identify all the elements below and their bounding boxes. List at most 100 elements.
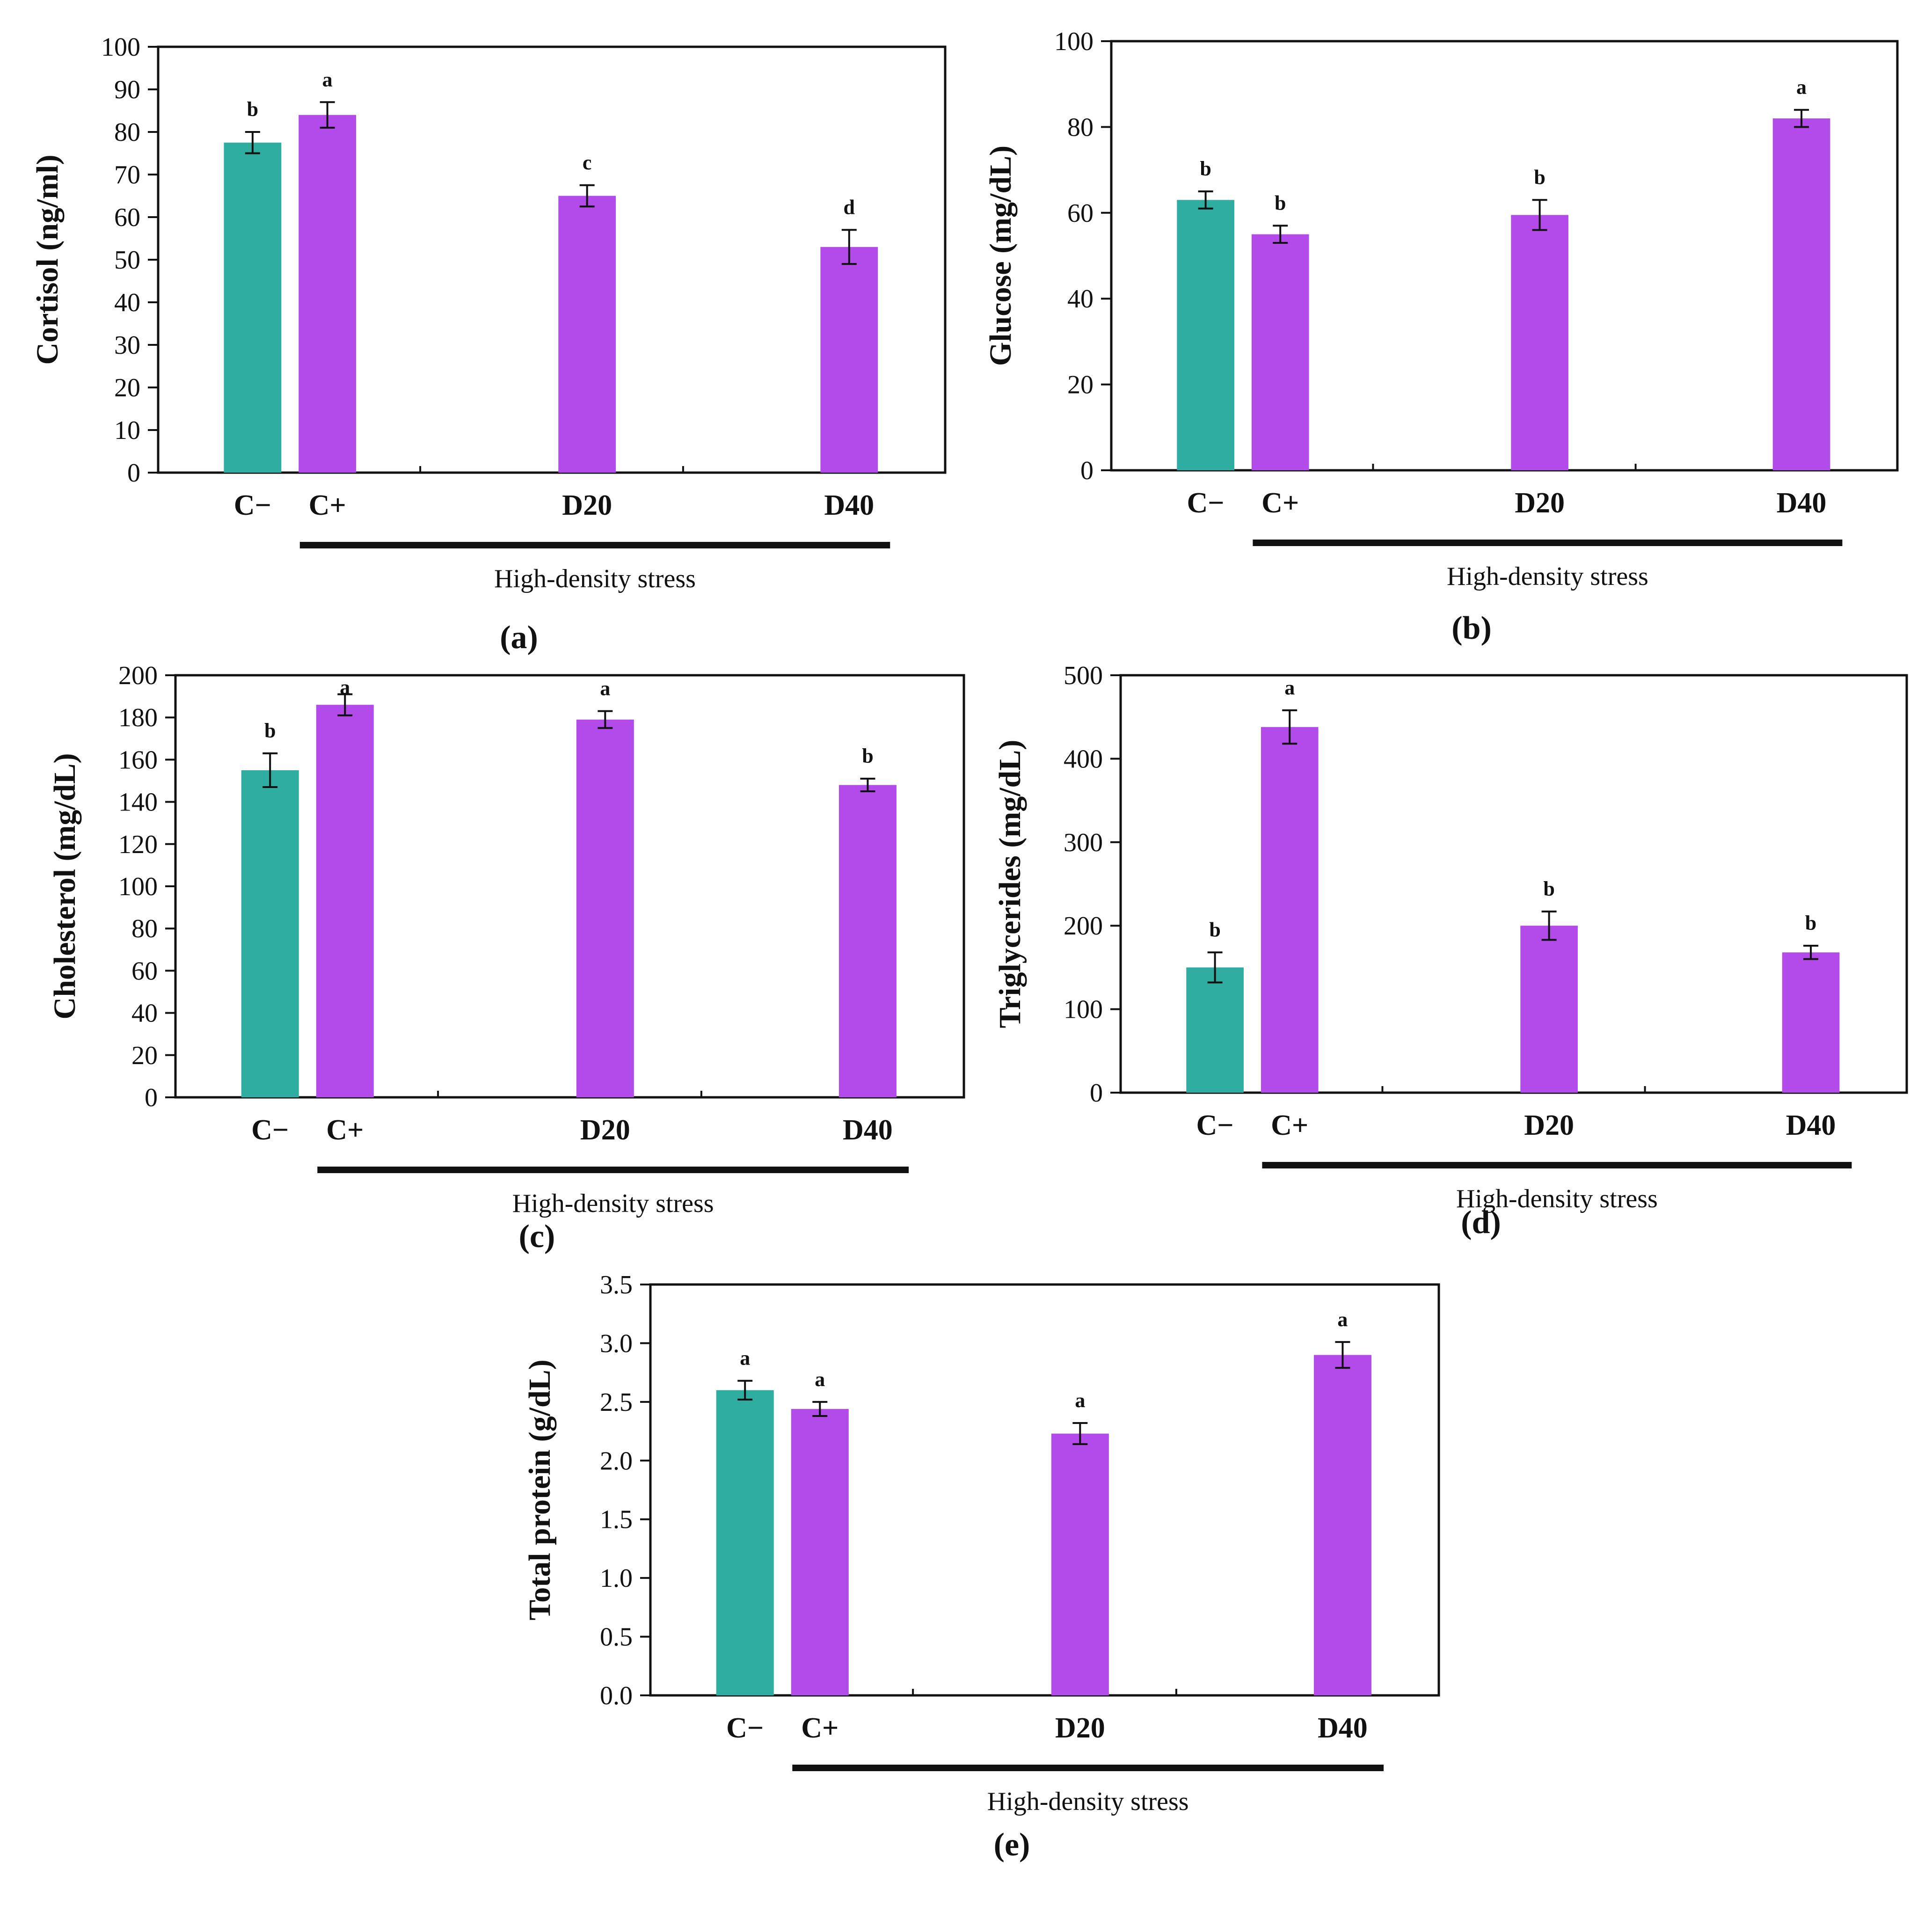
significance-letter: a [600, 677, 610, 700]
plot-frame [649, 1283, 1440, 1697]
chart-panel-0: 0 10 20 30 40 50 60 70 80 90 100 Cortisol (ng/ml) b C… [30, 33, 947, 656]
category-label: D20 [1515, 487, 1565, 519]
bar-1 [1177, 200, 1234, 470]
y-tick-label: 70 [114, 161, 140, 190]
category-label: D40 [1777, 487, 1827, 519]
y-tick-label: 100 [1054, 27, 1094, 56]
y-axis-title: Glucose (mg/dL) [984, 146, 1018, 366]
significance-letter: b [1805, 912, 1816, 934]
category-label: D40 [824, 489, 874, 521]
significance-letter: d [844, 196, 855, 219]
bar-4 [1782, 952, 1840, 1093]
y-tick-label: 10 [114, 416, 140, 445]
plot-frame [1119, 674, 1908, 1094]
category-label: D20 [562, 489, 612, 521]
bar-1 [241, 770, 299, 1097]
significance-letter: b [862, 744, 873, 767]
significance-letter: a [1796, 76, 1807, 99]
y-axis-title: Cholesterol (mg/dL) [48, 753, 82, 1020]
panel-caption: (c) [519, 1219, 555, 1255]
category-label: C+ [1271, 1109, 1308, 1141]
chart-panel-2: 0 20 40 60 80 100 120 140 160 180 200 Cholesterol (… [48, 661, 965, 1255]
bar-3 [576, 719, 634, 1097]
y-axis-title: Triglycerides (mg/dL) [993, 740, 1027, 1029]
bar-4 [838, 785, 897, 1097]
y-tick-label: 140 [118, 788, 158, 817]
stress-group-label: High-density stress [1456, 1184, 1658, 1213]
significance-letter: b [1543, 877, 1554, 900]
y-tick-label: 2.0 [600, 1446, 633, 1475]
y-tick-label: 200 [1064, 912, 1103, 941]
y-tick-label: 160 [118, 745, 158, 774]
category-label: C− [251, 1114, 289, 1146]
significance-letter: b [247, 98, 258, 121]
y-tick-label: 30 [114, 331, 140, 360]
significance-letter: c [583, 151, 592, 174]
y-tick-label: 0 [145, 1083, 158, 1112]
y-tick-label: 200 [118, 661, 158, 690]
y-tick-label: 1.0 [600, 1564, 633, 1593]
bar-3 [558, 196, 616, 473]
y-tick-label: 0 [1080, 456, 1094, 485]
category-label: D20 [1055, 1712, 1105, 1744]
y-tick-label: 90 [114, 75, 140, 104]
panel-caption: (d) [1461, 1204, 1501, 1241]
category-label: C+ [1261, 487, 1299, 519]
y-tick-label: 100 [101, 33, 140, 62]
plot-frame [1110, 40, 1899, 472]
y-tick-label: 40 [114, 288, 140, 317]
bar-1 [1186, 967, 1244, 1093]
y-tick-label: 60 [1067, 199, 1094, 228]
significance-letter: b [264, 719, 276, 742]
y-tick-label: 50 [114, 246, 140, 275]
category-label: D40 [1318, 1712, 1368, 1744]
category-label: C− [1196, 1109, 1234, 1141]
y-axis-title: Cortisol (ng/ml) [30, 154, 65, 365]
stress-group-label: High-density stress [987, 1787, 1189, 1816]
bar-1 [224, 142, 282, 473]
bar-3 [1511, 215, 1568, 470]
significance-letter: a [815, 1368, 825, 1391]
y-tick-label: 180 [118, 703, 158, 732]
category-label: D40 [1786, 1109, 1836, 1141]
significance-letter: a [340, 676, 350, 699]
category-label: C− [1187, 487, 1225, 519]
bar-1 [716, 1390, 774, 1695]
category-label: C− [726, 1712, 764, 1744]
category-label: D20 [1524, 1109, 1574, 1141]
y-tick-label: 60 [114, 203, 140, 232]
y-tick-label: 0.5 [600, 1623, 633, 1652]
category-label: C+ [326, 1114, 364, 1146]
y-tick-label: 20 [131, 1041, 158, 1070]
y-tick-label: 0 [1090, 1079, 1103, 1108]
y-tick-label: 400 [1064, 744, 1103, 774]
chart-panel-4: 0.0 0.5 1.0 1.5 2.0 2.5 3.0 3.5 Total protein (g… [523, 1270, 1440, 1863]
y-axis-title: Total protein (g/dL) [523, 1359, 557, 1620]
panel-caption: (a) [500, 620, 538, 656]
y-tick-label: 3.5 [600, 1270, 633, 1299]
significance-letter: a [322, 68, 333, 91]
chart-panel-1: 0 20 40 60 80 100 Glucose (mg/dL) b C− b C+ b D20 a D4… [984, 27, 1899, 646]
stress-group-label: High-density stress [1447, 562, 1648, 591]
y-tick-label: 120 [118, 830, 158, 859]
y-tick-label: 80 [1067, 113, 1094, 142]
y-tick-label: 20 [114, 373, 140, 402]
bar-2 [299, 115, 357, 473]
bar-2 [1261, 727, 1319, 1093]
bar-3 [1051, 1433, 1109, 1695]
significance-letter: b [1200, 157, 1211, 180]
significance-letter: b [1209, 918, 1220, 941]
y-tick-label: 80 [114, 118, 140, 147]
panel-caption: (b) [1451, 610, 1492, 646]
significance-letter: a [1337, 1308, 1348, 1331]
category-label: C+ [309, 489, 346, 521]
stress-group-label: High-density stress [512, 1189, 714, 1218]
bar-2 [316, 705, 374, 1097]
chart-panel-3: 0 100 200 300 400 500 Triglycerides (mg/dL) b C−… [993, 661, 1908, 1241]
significance-letter: a [740, 1347, 750, 1370]
y-tick-label: 0 [127, 459, 140, 488]
category-label: D40 [843, 1114, 893, 1146]
significance-letter: a [1075, 1389, 1085, 1412]
y-tick-label: 20 [1067, 371, 1094, 400]
